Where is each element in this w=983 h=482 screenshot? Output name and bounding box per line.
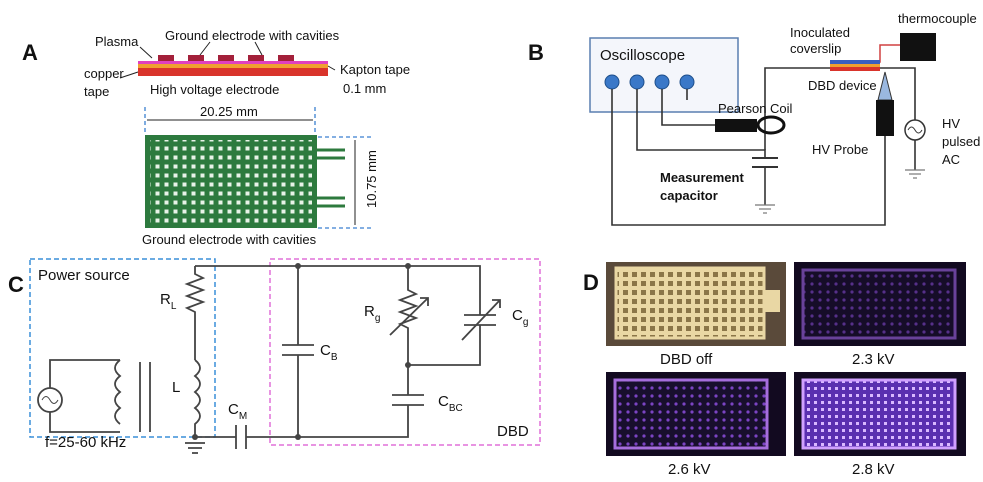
panel-label: D [583,270,599,295]
plasma-layer [138,61,328,64]
label: copper [84,66,124,81]
label: C [438,393,449,410]
nodes-part [295,434,301,440]
pearson-coil-body [715,119,757,132]
label: pulsed [942,134,980,149]
label: tape [84,84,109,99]
label: DBD device [808,78,877,93]
label: C [228,401,239,418]
ground-bumps-part [188,55,204,61]
label: Power source [38,267,130,284]
caption: 2.6 kV [668,461,711,478]
label: thermocouple [898,11,977,26]
ground-bumps-part [278,55,294,61]
page: DBD setup figure html, body { margin: 0;… [0,0,983,482]
channels-part [630,75,644,89]
nodes-part [192,434,198,440]
label: HV Probe [812,142,868,157]
label: 0.1 mm [343,81,386,96]
label: Plasma [95,34,139,49]
body: {"panels": { "a": {"label": "A", "plasma… [0,0,983,482]
hv-probe [876,100,894,136]
label: capacitor [660,188,718,203]
copper-layer [138,68,328,76]
channels-part [680,75,694,89]
label: Inoculated [790,25,850,40]
dimension: 20.25 mm [200,104,258,119]
ground-bumps-part [248,55,264,61]
electrode-photo [616,268,764,338]
electrode-cavities [150,140,312,223]
channels-part [605,75,619,89]
kapton-layer [138,64,328,68]
channels-part [655,75,669,89]
label: Pearson Coil [718,101,793,116]
panel-label: A [22,40,38,65]
label: C [512,307,523,324]
figure: A Plasma Ground electrode with cavities … [0,0,983,482]
label: HV [942,116,960,131]
label: Ground electrode with cavities [165,28,340,43]
coverslip [830,60,880,64]
ground-bumps-part [158,55,174,61]
glow [803,380,955,448]
nodes-part [405,362,411,368]
label: g [523,317,529,328]
electrode-tab [764,290,780,312]
panel-label: B [528,40,544,65]
label: Measurement [660,170,744,185]
label: BC [449,403,463,414]
label: DBD [497,423,529,440]
label: Ground electrode with cavities [142,232,317,247]
dbd-electrode [830,67,880,71]
ground-bumps-part [218,55,234,61]
caption: 2.3 kV [852,351,895,368]
glow [615,380,767,448]
dimension: 10.75 mm [364,150,379,208]
label: coverslip [790,41,841,56]
dbd-layer [830,64,880,67]
glow [803,270,955,338]
caption: 2.8 kV [852,461,895,478]
label: L [172,379,180,396]
label: L [171,301,177,312]
label: M [239,411,247,422]
label: C [320,342,331,359]
label: Oscilloscope [600,47,685,64]
panel-label: C [8,272,24,297]
label: g [375,313,381,324]
nodes-part [405,263,411,269]
label: Kapton tape [340,62,410,77]
label: B [331,352,338,363]
label: R [364,303,375,320]
label: R [160,291,171,308]
caption: DBD off [660,351,713,368]
label: High voltage electrode [150,82,279,97]
label: f=25-60 kHz [45,434,126,451]
thermocouple [900,33,936,61]
nodes-part [295,263,301,269]
label: AC [942,152,960,167]
